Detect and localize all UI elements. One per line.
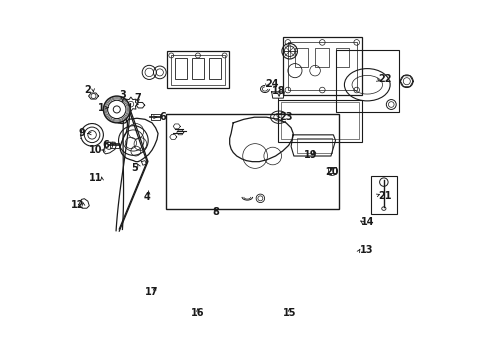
Circle shape [81, 123, 103, 146]
Text: 3: 3 [119, 90, 126, 100]
Bar [278, 100, 361, 142]
Text: 14: 14 [360, 217, 373, 227]
Text: 11: 11 [89, 173, 102, 183]
Text: 1: 1 [98, 103, 105, 113]
Text: 6: 6 [102, 140, 109, 150]
Bar [170, 55, 225, 85]
Text: 6: 6 [159, 112, 166, 122]
Text: 8: 8 [212, 207, 219, 217]
Bar [315, 48, 328, 67]
Bar [370, 176, 396, 213]
Bar [335, 50, 398, 112]
Text: 12: 12 [71, 201, 84, 210]
Bar [294, 48, 308, 67]
Text: 18: 18 [272, 86, 285, 96]
Text: 15: 15 [283, 309, 296, 318]
Text: 13: 13 [359, 245, 372, 255]
Text: 22: 22 [377, 75, 391, 85]
Text: 19: 19 [304, 150, 317, 159]
Bar [296, 138, 331, 153]
Text: 4: 4 [144, 192, 150, 202]
Text: 23: 23 [279, 112, 292, 122]
Bar [209, 58, 220, 80]
Bar [282, 37, 361, 95]
Text: 7: 7 [134, 93, 141, 103]
Bar [175, 58, 186, 80]
Text: 21: 21 [377, 191, 391, 201]
Text: 17: 17 [145, 287, 159, 297]
Text: 10: 10 [89, 145, 102, 155]
Text: 20: 20 [325, 167, 338, 177]
Text: 16: 16 [191, 309, 204, 318]
Bar [280, 102, 358, 139]
Text: 2: 2 [84, 85, 91, 95]
Bar [287, 42, 356, 90]
Bar [167, 51, 228, 88]
Bar [192, 58, 203, 80]
Bar [166, 114, 338, 209]
Circle shape [103, 96, 130, 123]
Text: 24: 24 [264, 79, 278, 89]
Text: 9: 9 [78, 129, 85, 139]
Text: 5: 5 [131, 163, 138, 173]
Bar [335, 48, 348, 67]
